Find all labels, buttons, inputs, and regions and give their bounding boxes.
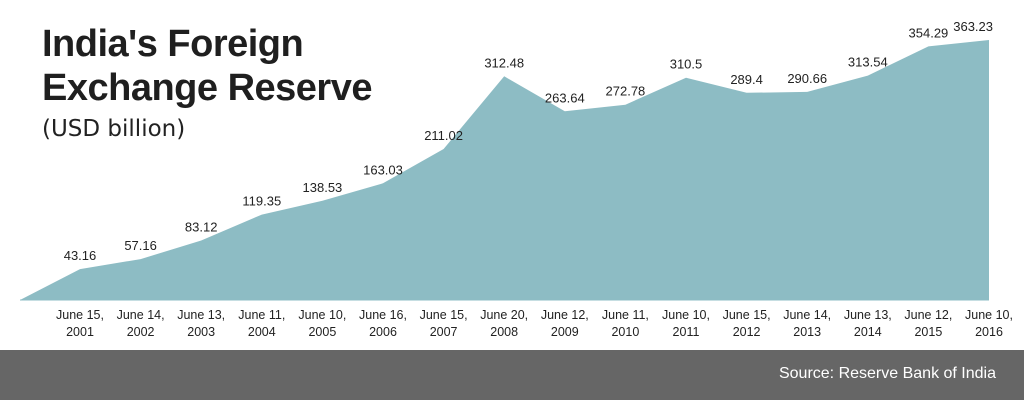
- x-tick-label: June 15, 2007: [420, 308, 468, 339]
- x-tick-label: June 10, 2016: [965, 308, 1013, 339]
- value-label: 290.66: [787, 71, 827, 86]
- value-label: 272.78: [606, 84, 646, 99]
- x-tick-label: June 15, 2012: [723, 308, 771, 339]
- x-tick-label: June 10, 2011: [662, 308, 710, 339]
- value-label: 119.35: [242, 194, 281, 209]
- value-label: 263.64: [545, 90, 585, 105]
- value-label: 313.54: [848, 55, 888, 70]
- x-tick-label: June 14, 2002: [117, 308, 165, 339]
- x-tick-label: June 11, 2010: [602, 308, 649, 339]
- x-tick-label: June 15, 2001: [56, 308, 104, 339]
- value-label: 363.23: [953, 19, 993, 34]
- x-tick-label: June 16, 2006: [359, 308, 407, 339]
- x-tick-label: June 11, 2004: [238, 308, 285, 339]
- x-tick-label: June 12, 2015: [904, 308, 952, 339]
- value-labels: 43.16 57.16 83.12 119.35 138.53 163.03 211.02 3…: [64, 19, 993, 263]
- x-tick-label: June 13, 2014: [844, 308, 892, 339]
- x-tick-label: June 12, 2009: [541, 308, 589, 339]
- x-tick-labels: June 15, 2001 June 14, 2002 June 13, 2003 June…: [56, 308, 1013, 339]
- x-tick-label: June 10, 2005: [298, 308, 346, 339]
- footer-bar: Source: Reserve Bank of India: [0, 350, 1024, 400]
- value-label: 43.16: [64, 248, 97, 263]
- value-label: 354.29: [909, 25, 949, 40]
- area-chart: 43.16 57.16 83.12 119.35 138.53 163.03 211.02 3…: [20, 19, 1013, 339]
- reserve-area: [20, 40, 989, 300]
- source-text: Source: Reserve Bank of India: [778, 365, 996, 382]
- chart-title: India's Foreign Exchange Reserve: [42, 22, 372, 110]
- x-tick-label: June 14, 2013: [783, 308, 831, 339]
- value-label: 312.48: [484, 55, 524, 70]
- x-tick-label: June 20, 2008: [480, 308, 528, 339]
- area-layer: [20, 40, 989, 301]
- value-label: 138.53: [303, 180, 343, 195]
- value-label: 211.02: [424, 128, 463, 143]
- value-label: 163.03: [363, 162, 403, 177]
- value-label: 310.5: [670, 57, 703, 72]
- x-tick-label: June 13, 2003: [177, 308, 225, 339]
- value-label: 57.16: [124, 238, 157, 253]
- value-label: 83.12: [185, 220, 218, 235]
- title-line-1: India's Foreign: [42, 23, 304, 65]
- value-label: 289.4: [730, 72, 763, 87]
- chart-subtitle: (USD billion): [42, 116, 186, 142]
- title-line-2: Exchange Reserve: [42, 67, 372, 109]
